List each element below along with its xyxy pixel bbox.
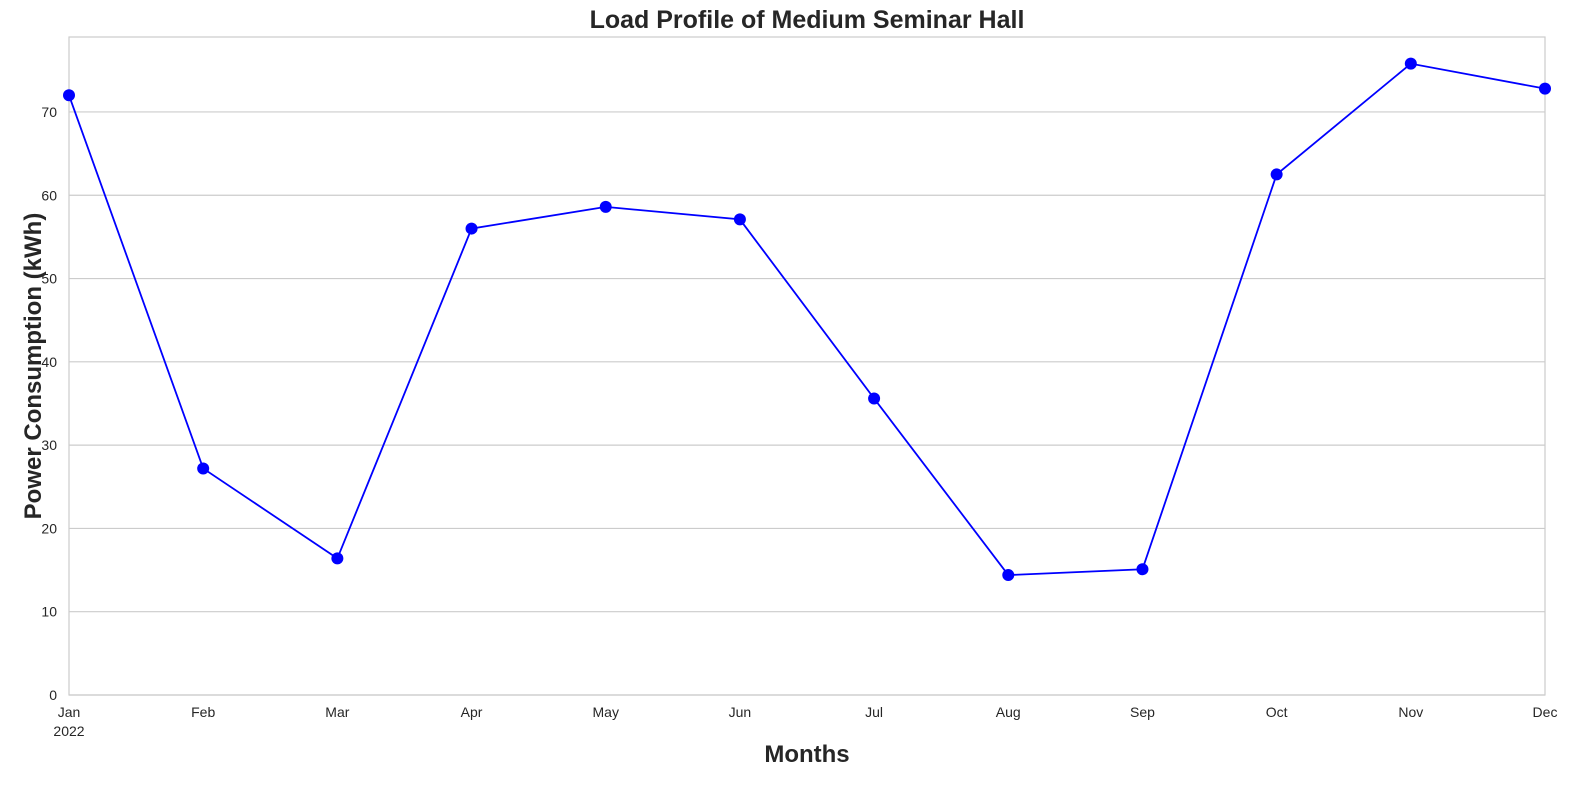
x-tick-label: Jul <box>865 704 883 720</box>
x-tick-label: Oct <box>1266 704 1288 720</box>
y-tick-label: 60 <box>41 187 57 203</box>
data-point <box>1270 168 1283 181</box>
x-axis-ticks: Jan Feb Mar Apr May Jun Jul Aug Sep Oct Nov Dec 2022 <box>53 704 1557 739</box>
x-tick-label: Jan <box>58 704 81 720</box>
y-tick-label: 50 <box>41 271 57 287</box>
x-tick-label: May <box>593 704 619 720</box>
y-tick-label: 20 <box>41 520 57 536</box>
data-point <box>868 392 881 405</box>
data-point <box>331 552 344 565</box>
data-point <box>63 89 75 102</box>
series-layer <box>63 57 1551 582</box>
x-tick-label: Aug <box>996 704 1021 720</box>
data-point <box>197 462 210 475</box>
x-tick-year-label: 2022 <box>53 723 84 739</box>
chart-title: Load Profile of Medium Seminar Hall <box>590 6 1025 34</box>
data-point <box>1539 82 1551 95</box>
x-tick-label: Jun <box>729 704 752 720</box>
y-tick-label: 30 <box>41 437 57 453</box>
data-point <box>1404 57 1417 70</box>
series-line <box>68 62 1546 576</box>
data-point <box>1002 569 1015 582</box>
y-tick-label: 40 <box>41 354 57 370</box>
data-point <box>733 213 746 226</box>
y-tick-label: 0 <box>49 687 57 703</box>
y-axis-ticks: 0 10 20 30 40 50 60 70 <box>41 104 57 703</box>
x-tick-label: Apr <box>461 704 483 720</box>
y-tick-label: 70 <box>41 104 57 120</box>
x-tick-label: Sep <box>1130 704 1155 720</box>
y-tick-label: 10 <box>41 604 57 620</box>
data-point <box>599 200 612 213</box>
x-axis-label: Months <box>764 741 849 768</box>
x-tick-label: Dec <box>1533 704 1558 720</box>
data-point <box>465 222 478 235</box>
plot-frame <box>68 36 1546 696</box>
x-tick-label: Nov <box>1398 704 1423 720</box>
x-tick-label: Mar <box>325 704 349 720</box>
x-tick-label: Feb <box>191 704 215 720</box>
data-point <box>1136 563 1149 576</box>
y-axis-label: Power Consumption (kWh) <box>20 213 47 520</box>
